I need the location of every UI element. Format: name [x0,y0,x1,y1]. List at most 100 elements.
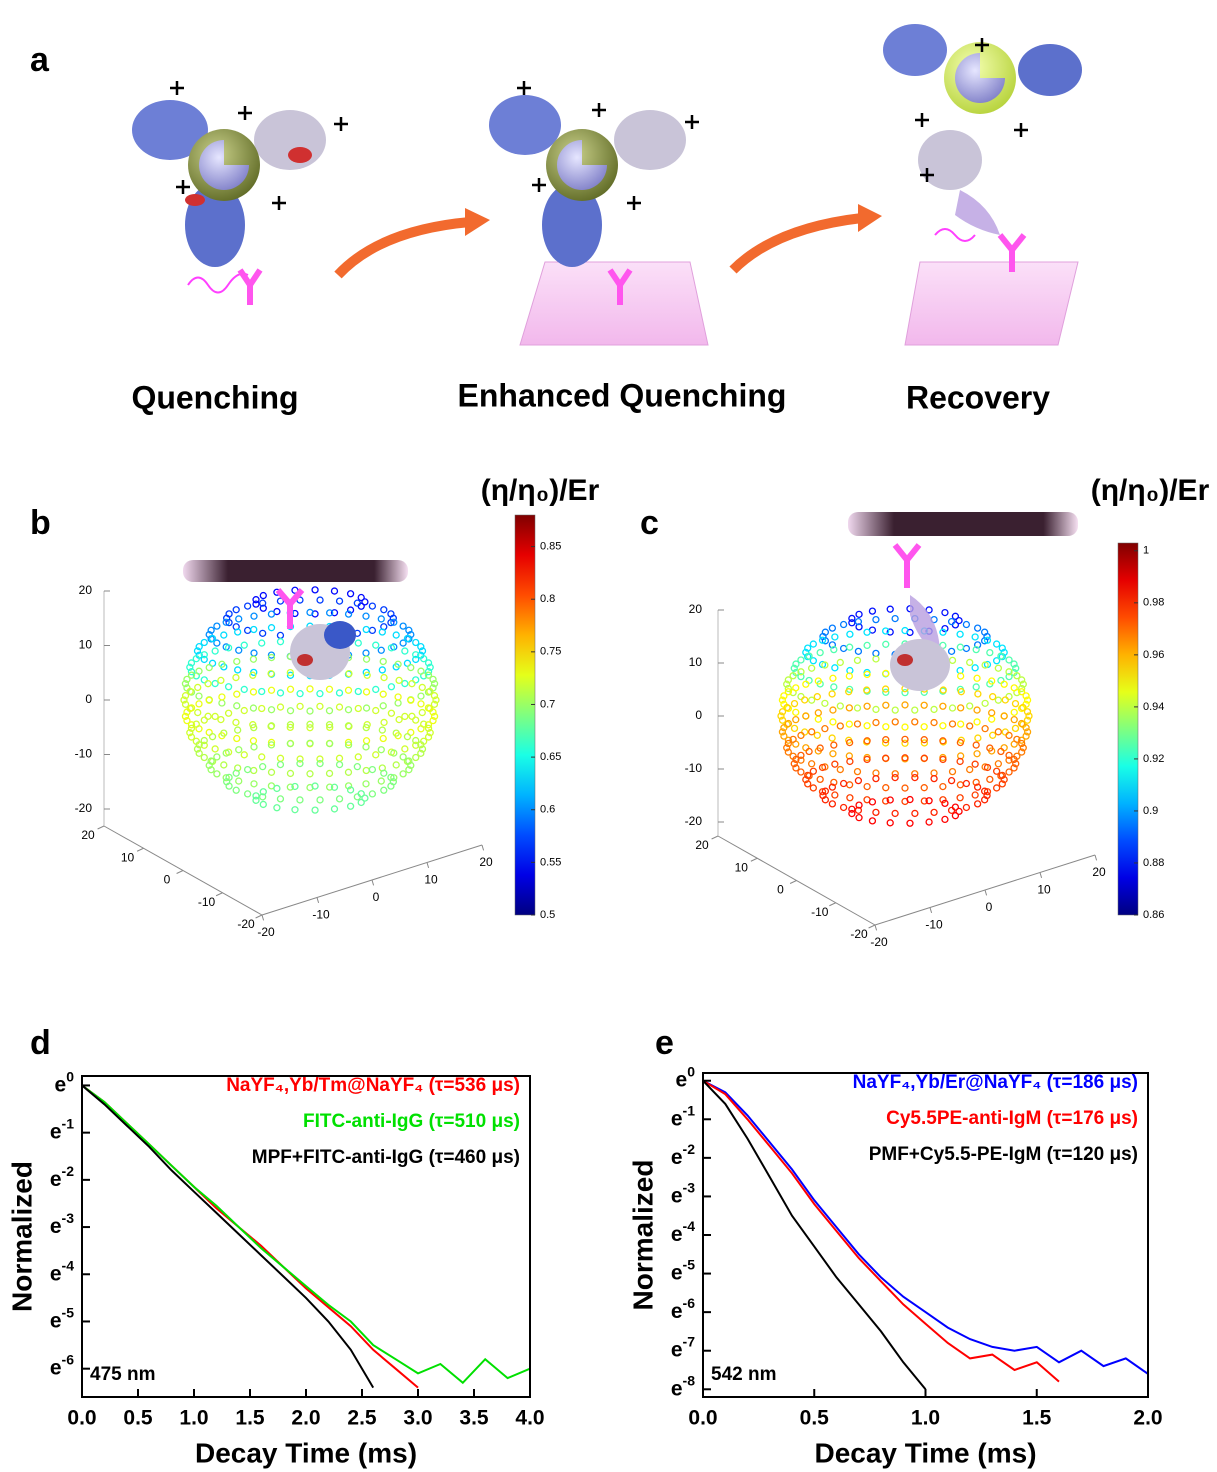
sphere-point [240,685,248,694]
x-tick-label: 1.5 [235,1407,265,1430]
sphere-point [243,790,252,798]
sphere-point [920,784,928,792]
tick-base: e [55,1073,67,1096]
sphere-point [1018,739,1026,748]
sphere-point [863,782,871,791]
sphere-point [988,709,996,717]
y-tick-label: e-6 [671,1295,695,1323]
sphere-point [925,797,933,805]
sphere-point [276,754,285,762]
sphere-point [1010,764,1018,772]
y-tick-label: e-1 [50,1115,74,1143]
x-tick-label: 10 [735,860,749,874]
sphere-point [424,724,433,732]
sphere-point [818,763,827,772]
sphere-point [276,795,285,803]
sphere-point [809,640,818,648]
sphere-point [286,740,294,748]
sphere-point [187,668,196,676]
sphere-point [981,699,989,707]
sphere-point [802,744,810,752]
sphere-point [989,693,997,701]
sphere-point [180,696,188,704]
sphere-point [994,760,1002,768]
sphere-point [326,609,334,617]
sphere-point [828,783,837,791]
tick-base: e [671,1377,683,1400]
sphere-point [250,766,258,775]
sphere-point [430,692,439,700]
sphere-point [854,806,863,814]
sphere-point [250,723,258,732]
sphere-point [401,712,409,721]
sphere-point [790,664,798,672]
sphere-point [1010,716,1018,724]
legend-entry: NaYF₄,Yb/Er@NaYF₄ (τ=186 μs) [853,1072,1138,1093]
sphere-point [232,769,240,777]
y-tick-label: 20 [1092,865,1106,879]
sphere-point [183,716,191,725]
colorbar-title: (η/η₀)/Er [1091,474,1210,507]
sphere-point [780,732,788,740]
y-tick [874,924,878,931]
sphere-point [276,689,285,697]
sphere-point [429,675,437,684]
sphere-point [195,749,203,757]
sphere-point [845,672,853,680]
sphere-point [405,766,413,774]
sphere-point [872,718,880,727]
sphere-point [235,746,243,754]
illustration-enhanced-quenching-part [542,183,602,267]
sphere-point [1005,751,1013,760]
sphere-point [259,629,267,637]
sphere-point [362,704,371,712]
sphere-point [424,659,433,667]
sphere-point [330,587,339,595]
sphere-point [789,672,797,680]
sphere-point [395,715,403,724]
sphere-point [962,620,971,629]
sphere-point [809,657,818,665]
sphere-point [233,702,241,710]
tick-exponent: -8 [683,1372,696,1388]
tick-exponent: -1 [683,1102,696,1118]
annotation: 542 nm [711,1364,776,1385]
sphere-point [276,760,285,769]
colorbar-tick-label: 0.65 [540,751,561,763]
sphere-point [316,596,324,604]
sphere-point [195,692,203,700]
x-tick [789,880,797,884]
sphere-point [1023,696,1032,704]
y-tick [426,862,430,869]
sphere-point [316,690,324,698]
sphere-point [213,753,221,761]
y-tick-label: 0 [986,900,993,914]
sphere-point [1012,760,1020,768]
sphere-point [821,725,829,733]
sphere-point [805,747,813,756]
y-axis-label: Normalized [627,1160,658,1311]
sphere-point [886,819,894,827]
y-tick-label: -10 [312,908,330,922]
sphere-point [424,671,433,679]
sphere-point [362,766,370,775]
sphere-point [1019,744,1027,752]
sphere-point [988,715,996,723]
sphere-point [1022,692,1030,700]
sphere-point [420,655,428,663]
sphere-point [267,686,276,694]
sphere-point [222,749,230,757]
sphere-point [205,761,213,770]
x-tick-label: 0.0 [688,1407,717,1430]
illustration-enhanced-quenching-part [489,95,561,155]
illustration-recovery-part [883,24,947,76]
illustration-quenching-part [288,147,312,163]
sphere-point [225,610,233,618]
sphere-point [354,687,362,696]
sphere-point [804,771,812,779]
sphere-point [217,676,225,685]
sphere-point [797,731,805,740]
sphere-point [291,782,299,791]
sphere-point [218,693,226,701]
tick-base: e [671,1223,683,1246]
